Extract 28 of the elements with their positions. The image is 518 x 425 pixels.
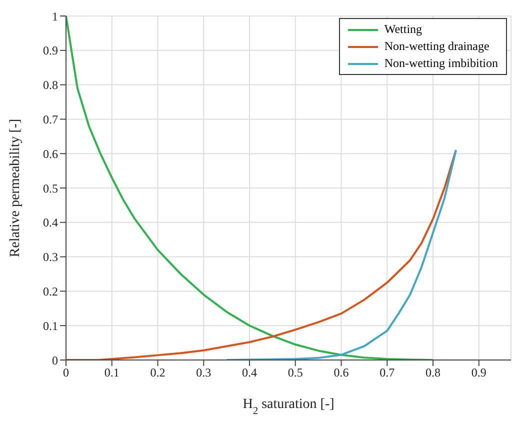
x-tick-label: 0.1 (104, 366, 120, 380)
x-tick-label: 0.6 (334, 366, 349, 380)
y-tick-label: 0.3 (43, 250, 58, 264)
x-axis-title: H$_{2}$ saturation [-] (242, 397, 334, 416)
y-tick-label: 0.7 (43, 112, 58, 126)
line-series (66, 149, 457, 360)
line-series (226, 149, 457, 360)
legend-label: Wetting (384, 21, 422, 38)
y-tick-label: 0.9 (43, 44, 58, 58)
x-tick-label: 0.5 (288, 366, 303, 380)
x-tick-label: 0.3 (196, 366, 212, 380)
y-tick-label: 0.1 (43, 318, 58, 333)
legend-label: Non-wetting imbibition (384, 55, 498, 72)
x-tick-label: 0.9 (471, 366, 486, 380)
y-axis-title: Relative permeability [-] (8, 118, 23, 258)
y-tick-label: 0.4 (43, 216, 58, 230)
x-tick-label: 0 (63, 366, 69, 380)
y-tick-label: 0.5 (43, 181, 58, 196)
y-tick-label: 0.8 (43, 78, 58, 92)
y-tick-label: 1 (52, 9, 58, 24)
x-tick-label: 0.2 (150, 366, 166, 380)
y-tick-label: 0.2 (43, 284, 58, 298)
y-tick-label: 0 (52, 353, 58, 368)
x-tick-label: 0.8 (426, 366, 441, 380)
x-tick-label: 0.7 (380, 366, 395, 380)
legend-label: Non-wetting drainage (384, 38, 490, 55)
y-tick-label: 0.6 (43, 146, 58, 161)
x-tick-label: 0.4 (242, 366, 258, 380)
